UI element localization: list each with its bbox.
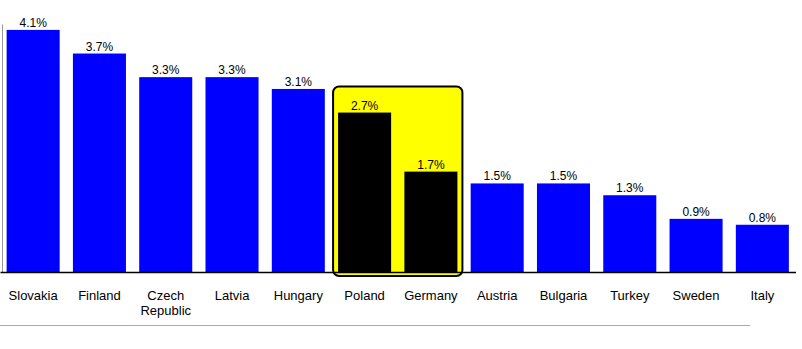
bar (272, 89, 325, 272)
tick: Poland (344, 288, 384, 303)
tick: Italy (750, 288, 774, 303)
tick-label: Bulgaria (540, 288, 588, 303)
y-axis (2, 25, 3, 273)
data-label: 3.7% (86, 40, 114, 54)
bar (603, 195, 656, 272)
plot-area (7, 30, 789, 272)
tick-label: Slovakia (9, 288, 59, 303)
bar (404, 172, 457, 272)
bar (338, 113, 391, 272)
tick-label: Sweden (673, 288, 720, 303)
data-label: 3.1% (285, 75, 313, 89)
data-label: 1.3% (616, 181, 644, 195)
data-label: 1.5% (484, 169, 512, 183)
bar (471, 183, 524, 272)
tick-label: Italy (750, 288, 774, 303)
tick-label: Austria (477, 288, 518, 303)
data-label: 0.8% (749, 211, 777, 225)
tick: Bulgaria (540, 288, 588, 303)
tick: Latvia (215, 288, 250, 303)
data-label: 4.1% (19, 16, 47, 30)
tick-label: Finland (78, 288, 121, 303)
bar (7, 30, 60, 272)
bar (670, 219, 723, 272)
tick: Germany (404, 288, 458, 303)
tick-label: Poland (344, 288, 384, 303)
bar (537, 183, 590, 272)
tick-label: Latvia (215, 288, 250, 303)
tick: Slovakia (9, 288, 59, 303)
chart: Slovakia Finland CzechRepublic Latvia Hungar… (0, 0, 802, 349)
footer-rule (0, 325, 750, 326)
x-axis-line (1, 272, 797, 274)
tick: Hungary (274, 288, 324, 303)
data-label: 3.3% (152, 63, 180, 77)
data-label: 3.3% (218, 63, 246, 77)
bar (73, 54, 126, 272)
bar (139, 77, 192, 272)
bar (736, 225, 789, 272)
highlight-box (333, 87, 462, 276)
tick: Turkey (610, 288, 650, 303)
data-labels: 4.1% 3.7% 3.3% 3.3% 3.1% 2.7% 1.7% 1.5% 1.5% 1.3%… (19, 16, 776, 225)
x-axis: Slovakia Finland CzechRepublic Latvia Hungar… (1, 273, 797, 319)
tick: Austria (477, 288, 518, 303)
y-axis-line (2, 25, 3, 273)
tick: Finland (78, 288, 121, 303)
tick-label: Hungary (274, 288, 324, 303)
data-label: 1.5% (550, 169, 578, 183)
bar (206, 77, 259, 272)
data-label: 0.9% (682, 205, 710, 219)
tick: CzechRepublic (140, 288, 191, 318)
data-label: 1.7% (417, 158, 445, 172)
tick-label: CzechRepublic (140, 288, 191, 318)
tick-label: Turkey (610, 288, 650, 303)
tick-label: Germany (404, 288, 458, 303)
tick: Sweden (673, 288, 720, 303)
data-label: 2.7% (351, 99, 379, 113)
